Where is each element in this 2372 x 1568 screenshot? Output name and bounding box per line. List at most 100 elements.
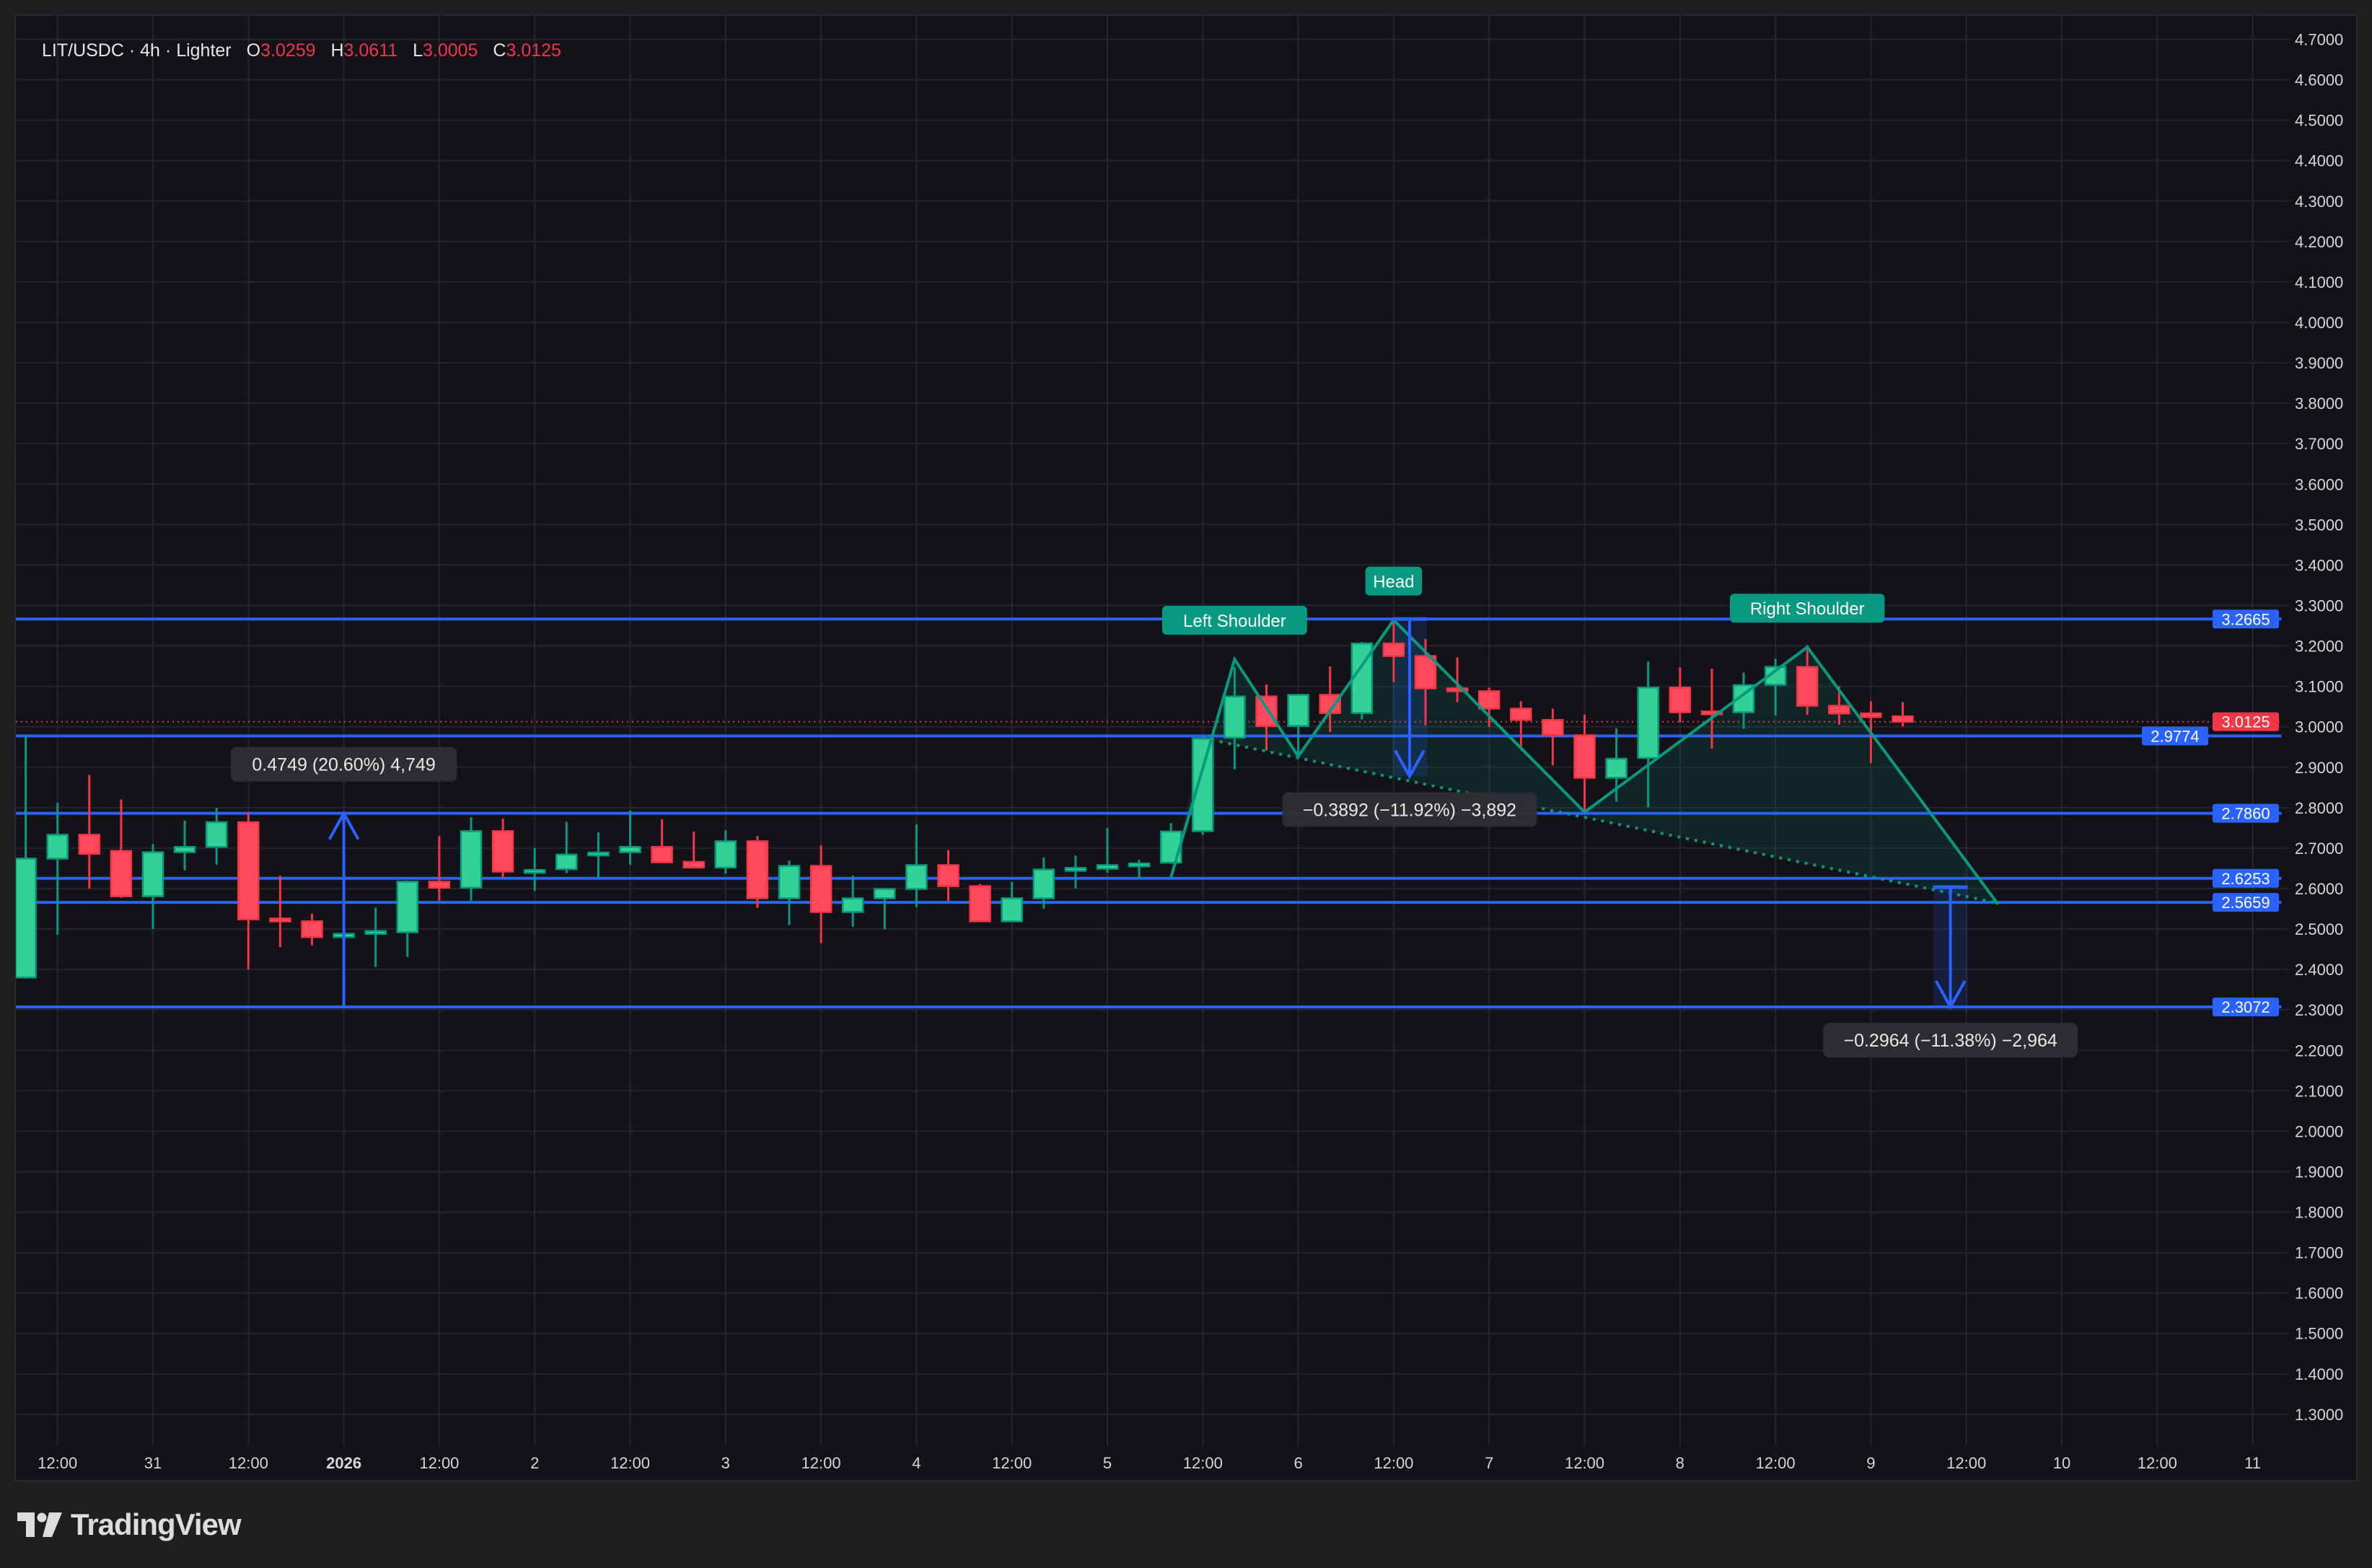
price-tick-label: 3.8000: [2295, 395, 2343, 413]
time-tick-label: 12:00: [1565, 1454, 1604, 1472]
candle-down: [1573, 714, 1596, 812]
price-range-measure: −0.2964 (−11.38%) −2,964: [1823, 885, 2078, 1058]
price-tick-label: 1.6000: [2295, 1285, 2343, 1303]
candle-up: [523, 847, 546, 891]
candle-body: [555, 853, 578, 871]
price-tick-label: 1.5000: [2295, 1325, 2343, 1343]
price-level-tag-text: 2.7860: [2221, 805, 2270, 823]
price-level-tag-bg: [2213, 803, 2279, 823]
candle-up: [46, 803, 69, 935]
time-tick-label: 12:00: [2138, 1454, 2177, 1472]
candle-body: [1382, 642, 1405, 657]
candle-body: [682, 860, 705, 869]
measure-label-text: 0.4749 (20.60%) 4,749: [252, 755, 435, 775]
price-range-measure: 0.4749 (20.60%) 4,749: [231, 746, 457, 1008]
candle-down: [746, 836, 769, 908]
price-level-tag-text: 3.0125: [2221, 713, 2270, 731]
measure-arrow-head: [1394, 749, 1426, 780]
candle-down: [428, 836, 451, 901]
candle-body: [460, 830, 483, 889]
exchange: Lighter: [176, 40, 232, 61]
candle-body: [1510, 708, 1532, 721]
candle-body: [1637, 687, 1659, 759]
time-tick-label: 31: [144, 1454, 162, 1472]
candle-body: [1605, 757, 1628, 779]
candle-body: [1192, 737, 1214, 832]
candle-down: [1828, 686, 1850, 725]
candle-body: [1001, 897, 1023, 922]
measure-arrow-head: [328, 810, 360, 840]
time-tick-label: 4: [912, 1454, 921, 1472]
candle-down: [682, 831, 705, 869]
candle-body: [1128, 862, 1151, 868]
price-tick-label: 1.7000: [2295, 1244, 2343, 1262]
price-level-tag-text: 2.3072: [2221, 998, 2270, 1016]
candle-down: [237, 811, 260, 970]
candle-down: [1796, 645, 1819, 715]
candle-body: [969, 885, 991, 922]
price-tick-label: 4.4000: [2295, 152, 2343, 170]
candle-down: [937, 850, 959, 902]
candle-down: [301, 913, 323, 946]
candle-up: [778, 860, 801, 925]
chart-panel[interactable]: 0.4749 (20.60%) 4,749 −0.3892 (−11.92%) −…: [14, 14, 2358, 1481]
candle-body: [778, 865, 801, 899]
price-tick-label: 2.4000: [2295, 961, 2343, 979]
candle-down: [1319, 666, 1341, 732]
candle-down: [1700, 668, 1723, 749]
price-tick-label: 3.7000: [2295, 435, 2343, 453]
candle-body: [1224, 695, 1246, 739]
price-tick-label: 4.2000: [2295, 233, 2343, 251]
candle-body: [1542, 718, 1564, 736]
price-tick-label: 2.0000: [2295, 1122, 2343, 1140]
candle-down: [110, 799, 133, 898]
neckline: [1202, 736, 1999, 905]
candle-down: [969, 884, 991, 922]
measure-label: 0.4749 (20.60%) 4,749: [231, 746, 457, 782]
candle-down: [1477, 687, 1501, 727]
candle-down: [1892, 702, 1914, 727]
candle-body: [237, 821, 260, 920]
candlestick-chart[interactable]: 0.4749 (20.60%) 4,749 −0.3892 (−11.92%) −…: [16, 16, 2356, 1480]
open-value: 3.0259: [260, 40, 316, 61]
symbol-name[interactable]: LIT/USDC: [42, 40, 124, 61]
high-value: 3.0611: [343, 40, 398, 61]
candle-down: [1542, 708, 1564, 765]
pattern-label-bg: [1730, 594, 1885, 623]
close-label: C: [493, 40, 506, 61]
price-level-tag-text: 2.6253: [2221, 870, 2270, 888]
low-label: L: [413, 40, 423, 61]
candle-body: [1477, 690, 1501, 710]
candle-body: [619, 845, 641, 853]
candle-body: [1064, 867, 1087, 872]
price-tick-label: 4.5000: [2295, 112, 2343, 130]
price-tick-label: 2.7000: [2295, 840, 2343, 858]
time-tick-label: 12:00: [419, 1454, 459, 1472]
close-value: 3.0125: [506, 40, 561, 61]
interval[interactable]: 4h: [140, 40, 160, 61]
candle-up: [1224, 667, 1246, 770]
time-tick-label: 3: [721, 1454, 730, 1472]
candle-body: [301, 920, 323, 938]
pattern-label: Head: [1365, 566, 1423, 596]
candle-body: [1892, 715, 1914, 723]
price-tick-label: 3.4000: [2295, 556, 2343, 574]
candle-body: [1796, 666, 1819, 707]
candle-down: [1446, 657, 1469, 702]
candle-body: [173, 845, 196, 853]
price-tick-label: 4.0000: [2295, 314, 2343, 332]
tradingview-logo[interactable]: TradingView: [17, 1507, 242, 1542]
pattern-fill: [1171, 620, 1998, 904]
measure-label-bg: [231, 746, 457, 782]
candle-body: [1446, 687, 1469, 692]
candle-body: [1573, 734, 1596, 779]
price-tick-label: 1.4000: [2295, 1365, 2343, 1383]
candle-up: [1064, 855, 1087, 889]
price-tick-label: 1.8000: [2295, 1204, 2343, 1222]
candle-body: [905, 864, 928, 890]
pattern-label-text: Head: [1373, 573, 1414, 592]
price-tick-label: 2.8000: [2295, 799, 2343, 817]
symbol-legend: LIT/USDC · 4h · Lighter O3.0259 H3.0611 …: [42, 40, 561, 61]
pattern-label-text: Right Shoulder: [1750, 599, 1865, 619]
price-level-tag: 2.3072: [2213, 997, 2279, 1017]
